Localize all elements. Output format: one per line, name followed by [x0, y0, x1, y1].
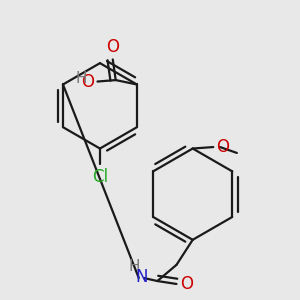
- Text: O: O: [180, 275, 193, 293]
- Text: H: H: [128, 259, 140, 274]
- Text: O: O: [81, 73, 94, 91]
- Text: H: H: [76, 71, 88, 86]
- Text: Cl: Cl: [92, 168, 108, 186]
- Text: O: O: [106, 38, 119, 56]
- Text: N: N: [135, 268, 147, 286]
- Text: O: O: [216, 138, 229, 156]
